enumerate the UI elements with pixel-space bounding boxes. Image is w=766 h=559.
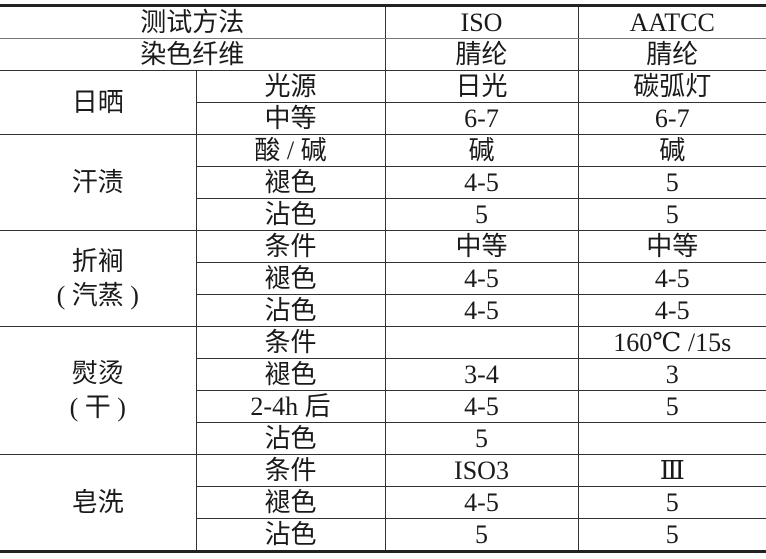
fiber-aatcc: 腈纶 xyxy=(577,38,766,71)
cell-aatcc: 5 xyxy=(577,390,766,423)
cell-aatcc: Ⅲ xyxy=(577,454,766,487)
table-row: 熨烫 ( 干 ) 条件 160℃ /15s xyxy=(0,326,766,455)
cell-aatcc: 碱 xyxy=(577,134,766,167)
cell-aatcc: 3 xyxy=(577,358,766,391)
cell-item: 酸 / 碱 xyxy=(195,134,386,167)
group-name: 日晒 xyxy=(71,87,124,117)
cell-iso: 5 xyxy=(384,198,579,231)
cell-aatcc xyxy=(577,422,766,455)
table-row: 折裥( 汽蒸 ) 条件 中等 中等 xyxy=(0,230,766,327)
cell-aatcc: 5 xyxy=(577,166,766,199)
cell-iso: 3-4 xyxy=(384,358,579,391)
table-row: 沾色 4-5 4-5 xyxy=(0,294,766,327)
cell-item: 中等 xyxy=(196,102,386,135)
cell-iso: 日光 xyxy=(384,70,579,103)
table-row: 汗渍酸 / 碱碱碱 xyxy=(0,134,766,231)
table-row: 褪色 4-5 4-5 xyxy=(0,262,766,295)
cell-iso: 4-5 xyxy=(384,294,579,327)
cell-item: 沾色 xyxy=(196,294,386,327)
table-row: 褪色 3-4 3 xyxy=(0,358,766,391)
group-name: 汗渍 xyxy=(71,167,124,197)
cell-item: 沾色 xyxy=(196,518,386,553)
group-label: 皂洗 xyxy=(0,454,197,553)
standard-iso: ISO xyxy=(384,4,579,39)
cell-item: 沾色 xyxy=(196,422,386,455)
fiber-label: 染色纤维 xyxy=(0,38,386,71)
cell-item: 沾色 xyxy=(196,198,386,231)
table-row: 褪色 4-5 5 xyxy=(0,486,766,519)
group-label: 折裥 ( 汽蒸 ) xyxy=(0,230,197,327)
cell-iso: 4-5 xyxy=(384,486,579,519)
cell-aatcc: 4-5 xyxy=(577,262,766,295)
cell-aatcc: 5 xyxy=(577,518,766,553)
cell-iso xyxy=(384,326,579,359)
cell-item: 褪色 xyxy=(196,358,386,391)
cell-iso: 4-5 xyxy=(384,262,579,295)
cell-aatcc: 4-5 xyxy=(577,294,766,327)
fiber-iso: 腈纶 xyxy=(384,38,579,71)
header-row-fiber: 染色纤维 腈纶 腈纶 xyxy=(0,38,766,71)
cell-iso: 6-7 xyxy=(384,102,579,135)
group-name: 皂洗 xyxy=(71,487,124,517)
method-label: 测试方法 xyxy=(0,4,386,39)
table-row: 日晒 光源 日光 碳弧灯 xyxy=(0,70,766,135)
cell-iso: 4-5 xyxy=(384,166,579,199)
cell-item: 条件 xyxy=(195,230,386,263)
cell-iso: 中等 xyxy=(384,230,579,263)
table-row: 皂洗 条件 ISO3 Ⅲ xyxy=(0,454,766,553)
group-label: 熨烫 ( 干 ) xyxy=(0,326,197,455)
table-row: 沾色 5 5 xyxy=(0,518,766,553)
cell-item: 光源 xyxy=(195,70,386,103)
standard-aatcc: AATCC xyxy=(577,4,766,39)
cell-aatcc: 碳弧灯 xyxy=(577,70,766,103)
cell-iso: ISO3 xyxy=(384,454,579,487)
group-sublabel: ( 干 ) xyxy=(69,392,126,422)
group-sublabel: ( 汽蒸 ) xyxy=(56,280,139,310)
cell-item: 条件 xyxy=(195,326,386,359)
header-row-method: 测试方法 ISO AATCC xyxy=(0,4,766,39)
cell-iso: 4-5 xyxy=(384,390,579,423)
group-label: 汗渍 xyxy=(0,134,197,231)
cell-aatcc: 160℃ /15s xyxy=(577,326,766,359)
table-row: 沾色 5 5 xyxy=(0,198,766,231)
cell-aatcc: 6-7 xyxy=(577,102,766,135)
cell-item: 褪色 xyxy=(196,486,386,519)
cell-iso: 碱 xyxy=(384,134,579,167)
cell-item: 2-4h 后 xyxy=(196,390,386,423)
cell-item: 褪色 xyxy=(196,166,386,199)
table-row: 中等 6-7 6-7 xyxy=(0,102,766,135)
fastness-table: 测试方法 ISO AATCC 染色纤维 腈纶 腈纶 日晒 光源 日光 碳弧灯 中等 6-7… xyxy=(0,4,766,553)
cell-aatcc: 5 xyxy=(577,486,766,519)
group-name: 折裥 xyxy=(71,246,124,276)
cell-aatcc: 中等 xyxy=(577,230,766,263)
cell-item: 褪色 xyxy=(196,262,386,295)
cell-item: 条件 xyxy=(195,454,386,487)
cell-iso: 5 xyxy=(384,518,579,553)
group-label: 日晒 xyxy=(0,70,197,135)
table-row: 褪色 4-5 5 xyxy=(0,166,766,199)
cell-iso: 5 xyxy=(384,422,579,455)
cell-aatcc: 5 xyxy=(577,198,766,231)
group-name: 熨烫 xyxy=(71,358,124,388)
